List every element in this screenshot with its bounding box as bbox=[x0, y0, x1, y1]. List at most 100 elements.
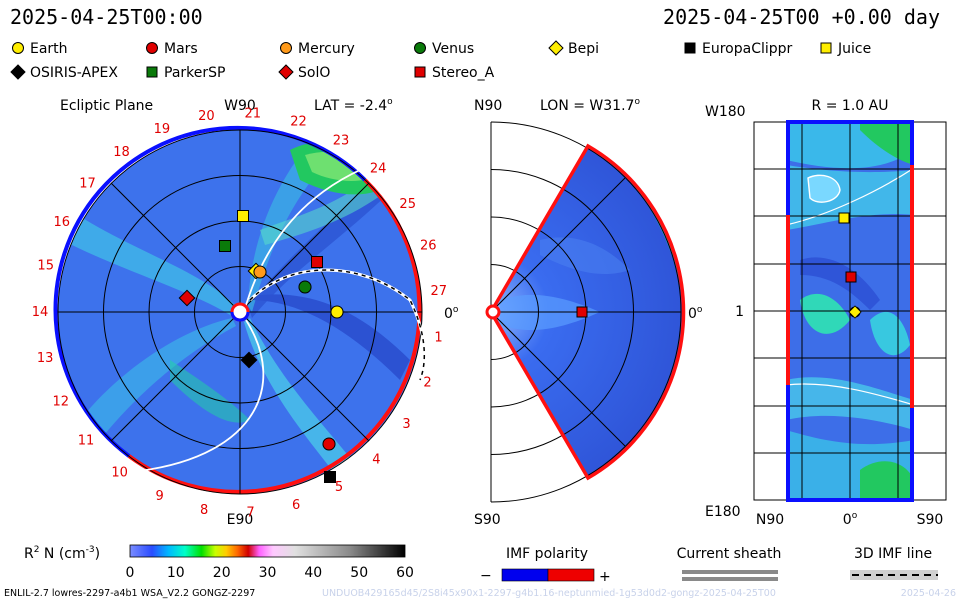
ecliptic-stereo-a-marker bbox=[311, 256, 323, 268]
legend-osiris-apex-label: OSIRIS-APEX bbox=[30, 65, 118, 81]
carrington-tick-5: 5 bbox=[335, 480, 343, 495]
legend-parkersp-label: ParkerSP bbox=[164, 65, 225, 81]
colorbar-tick-20: 20 bbox=[213, 565, 231, 581]
sphere-juice-marker bbox=[838, 212, 850, 224]
legend-venus-marker bbox=[414, 42, 426, 54]
colorbar-tick-50: 50 bbox=[350, 565, 368, 581]
legend-juice-label: Juice bbox=[837, 41, 871, 57]
imf-title: IMF polarity bbox=[506, 546, 588, 562]
carrington-tick-7: 7 bbox=[246, 506, 254, 521]
carrington-tick-3: 3 bbox=[402, 417, 410, 432]
legend-europaclippr-label: EuropaClippr bbox=[702, 41, 793, 57]
legend-earth-label: Earth bbox=[30, 41, 68, 57]
carrington-tick-18: 18 bbox=[113, 145, 130, 160]
meridional-stereo-a-marker bbox=[576, 306, 588, 318]
carrington-tick-15: 15 bbox=[37, 259, 54, 274]
ecliptic-right-label: 0o bbox=[444, 305, 459, 322]
meridional-density-map bbox=[491, 146, 684, 478]
footer-right-date: 2025-04-26 bbox=[901, 588, 956, 599]
sphere-stereo-a-marker bbox=[845, 271, 857, 283]
colorbar-tick-30: 30 bbox=[259, 565, 277, 581]
carrington-tick-6: 6 bbox=[292, 498, 300, 513]
carrington-tick-8: 8 bbox=[200, 503, 208, 518]
ecliptic-parkersp-marker bbox=[219, 240, 231, 252]
sphere-x-mid: 0o bbox=[843, 511, 858, 528]
carrington-tick-10: 10 bbox=[111, 466, 128, 481]
legend-venus-label: Venus bbox=[432, 41, 474, 57]
ecliptic-top-label: W90 bbox=[224, 98, 256, 114]
carrington-tick-12: 12 bbox=[53, 395, 70, 410]
colorbar-tick-40: 40 bbox=[304, 565, 322, 581]
ecliptic-osiris-apex-marker bbox=[240, 351, 258, 369]
legend-bepi-label: Bepi bbox=[568, 41, 599, 57]
carrington-tick-19: 19 bbox=[154, 122, 171, 137]
carrington-tick-23: 23 bbox=[333, 133, 350, 148]
footer-left: ENLIL-2.7 lowres-2297-a4b1 WSA_V2.2 GONG… bbox=[4, 588, 255, 599]
sphere-panel: W180 R = 1.0 AU 1 E180 N90 0o S90 bbox=[705, 98, 947, 528]
carrington-tick-24: 24 bbox=[370, 161, 387, 176]
ecliptic-earth-marker bbox=[330, 305, 344, 319]
carrington-tick-13: 13 bbox=[37, 351, 54, 366]
meridional-top-label: N90 bbox=[474, 98, 502, 114]
imf-positive-swatch bbox=[547, 568, 595, 582]
legend-bepi-marker bbox=[548, 40, 564, 56]
colorbar-ticks: 0 10 20 30 40 50 60 bbox=[126, 565, 414, 581]
legend-solo-marker bbox=[278, 64, 294, 80]
sphere-y-mid: 1 bbox=[735, 304, 744, 320]
imf-line-legend: 3D IMF line bbox=[850, 546, 938, 580]
header-left-time: 2025-04-25T00:00 bbox=[10, 5, 203, 29]
sphere-y-top: W180 bbox=[705, 104, 746, 120]
colorbar: R2 N (cm-3) 0 10 20 30 40 50 60 bbox=[24, 544, 414, 581]
ecliptic-solo-marker bbox=[178, 289, 196, 307]
ecliptic-mars-marker bbox=[322, 437, 336, 451]
carrington-tick-22: 22 bbox=[290, 115, 307, 130]
ecliptic-bottom-label: E90 bbox=[227, 512, 254, 528]
line3d-title: 3D IMF line bbox=[854, 546, 932, 562]
carrington-tick-1: 1 bbox=[434, 330, 442, 345]
meridional-right-label: 0o bbox=[688, 305, 703, 322]
legend-europaclippr-marker bbox=[684, 42, 696, 54]
sphere-x-right: S90 bbox=[917, 512, 944, 528]
sphere-x-left: N90 bbox=[756, 512, 784, 528]
legend: Earth Mars Mercury Venus Bepi EuropaClippr Jui… bbox=[10, 40, 871, 81]
carrington-tick-21: 21 bbox=[245, 106, 262, 121]
colorbar-tick-60: 60 bbox=[396, 565, 414, 581]
imf-polarity-legend: IMF polarity − + bbox=[480, 546, 611, 585]
carrington-tick-9: 9 bbox=[156, 489, 164, 504]
legend-earth-marker bbox=[12, 42, 24, 54]
ecliptic-panel: Ecliptic Plane W90 LAT = -2.4o 0o E90 bbox=[32, 97, 459, 528]
imf-minus: − bbox=[480, 568, 492, 584]
carrington-tick-25: 25 bbox=[399, 197, 416, 212]
ecliptic-lat-label: LAT = -2.4o bbox=[314, 97, 393, 114]
legend-juice-marker bbox=[820, 42, 832, 54]
legend-osiris-apex-marker bbox=[10, 64, 26, 80]
sphere-title: R = 1.0 AU bbox=[812, 98, 889, 114]
ecliptic-venus-marker bbox=[298, 280, 312, 294]
colorbar-label: R2 N (cm-3) bbox=[24, 545, 100, 562]
imf-plus: + bbox=[599, 569, 611, 585]
imf-negative-swatch bbox=[501, 568, 549, 582]
carrington-tick-26: 26 bbox=[420, 239, 437, 254]
sphere-y-bottom: E180 bbox=[705, 504, 741, 520]
footer-right: UNDUOB429165d45/2S8i45x90x1-2297-g4b1.16… bbox=[322, 588, 776, 599]
header-right-time: 2025-04-25T00 +0.00 day bbox=[663, 5, 940, 29]
carrington-tick-4: 4 bbox=[372, 452, 380, 467]
meridional-panel: N90 LON = W31.7o 0o S90 bbox=[474, 97, 703, 528]
ecliptic-europaclippr-marker bbox=[324, 471, 336, 483]
legend-stereo-a-marker bbox=[414, 66, 426, 78]
ecliptic-title: Ecliptic Plane bbox=[60, 98, 153, 114]
sphere-bepi-marker bbox=[848, 305, 862, 319]
carrington-tick-14: 14 bbox=[32, 305, 49, 320]
current-sheath-legend: Current sheath bbox=[677, 546, 781, 581]
ecliptic-mercury-marker bbox=[253, 265, 267, 279]
colorbar-tick-10: 10 bbox=[167, 565, 185, 581]
legend-stereo-a-label: Stereo_A bbox=[432, 65, 495, 81]
legend-mercury-marker bbox=[280, 42, 292, 54]
ecliptic-juice-marker bbox=[237, 210, 249, 222]
carrington-tick-11: 11 bbox=[78, 434, 95, 449]
legend-mars-marker bbox=[146, 42, 158, 54]
colorbar-tick-0: 0 bbox=[126, 565, 135, 581]
legend-mars-label: Mars bbox=[164, 41, 198, 57]
